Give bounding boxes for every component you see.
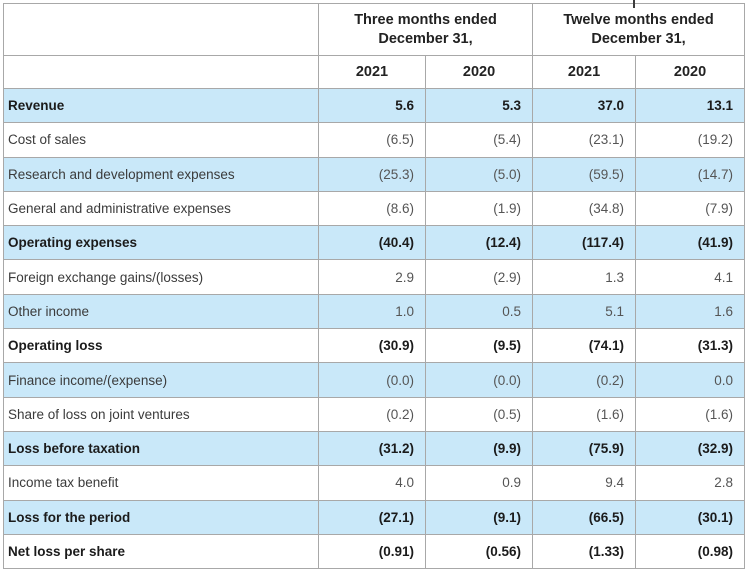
cell-value: (5.4) xyxy=(424,122,534,158)
cell-value: (1.6) xyxy=(532,396,637,432)
cell-value: (9.9) xyxy=(424,430,534,467)
cell-value: 2.8 xyxy=(635,465,746,501)
row-label: Loss for the period xyxy=(3,499,319,535)
table-row: Share of loss on joint ventures (0.2) (0.5… xyxy=(3,396,746,432)
cell-value: 2.9 xyxy=(318,259,426,295)
row-label: Share of loss on joint ventures xyxy=(3,396,319,432)
cell-value: 5.1 xyxy=(532,293,637,330)
cell-value: (1.33) xyxy=(532,533,637,570)
table-row: General and administrative expenses (8.6)… xyxy=(3,190,746,227)
cell-value: 0.5 xyxy=(424,293,534,330)
table-row: Operating expenses (40.4) (12.4) (117.4) (41… xyxy=(3,225,746,261)
cell-value: (30.9) xyxy=(318,328,426,364)
income-statement-table: Three months ended December 31, Twelve m… xyxy=(3,3,746,570)
table-row: Operating loss (30.9) (9.5) (74.1) (31.3) xyxy=(3,328,746,364)
table-row: Research and development expenses (25.3)(… xyxy=(3,156,746,192)
table-row: Revenue 5.6 5.3 37.0 13.1 xyxy=(3,87,746,124)
cell-value: 5.3 xyxy=(424,87,534,124)
cell-value: 13.1 xyxy=(635,87,746,124)
cell-value: 4.1 xyxy=(635,259,746,295)
row-label: Foreign exchange gains/(losses) xyxy=(3,259,319,295)
cell-value: (0.91) xyxy=(318,533,426,570)
cell-value: (9.1) xyxy=(424,499,534,535)
cell-value: (75.9) xyxy=(532,430,637,467)
cell-value: (34.8) xyxy=(532,190,637,227)
cell-value: (0.0) xyxy=(424,362,534,398)
cell-value: (0.0) xyxy=(318,362,426,398)
year-three-months-2020: 2020 xyxy=(424,55,534,89)
cell-value: 37.0 xyxy=(532,87,637,124)
cell-value: (2.9) xyxy=(424,259,534,295)
header-empty-cell xyxy=(3,3,319,56)
row-label: Cost of sales xyxy=(3,122,319,158)
cell-value: 0.9 xyxy=(424,465,534,501)
cell-value: (5.0) xyxy=(424,156,534,192)
row-label: Operating loss xyxy=(3,328,319,364)
cell-value: (8.6) xyxy=(318,190,426,227)
cell-value: (14.7) xyxy=(635,156,746,192)
cell-value: 9.4 xyxy=(532,465,637,501)
cell-value: 1.6 xyxy=(635,293,746,330)
row-label: Operating expenses xyxy=(3,225,319,261)
cell-value: 1.3 xyxy=(532,259,637,295)
cell-value: (1.9) xyxy=(424,190,534,227)
cell-value: (25.3) xyxy=(318,156,426,192)
column-group-three-months: Three months ended December 31, xyxy=(317,3,534,56)
cell-value: (0.5) xyxy=(424,396,534,432)
cell-value: (1.6) xyxy=(635,396,746,432)
cell-value: (0.56) xyxy=(424,533,534,570)
cell-value: (31.2) xyxy=(318,430,426,467)
table-row: Loss before taxation (31.2) (9.9) (75.9) (32… xyxy=(3,430,746,467)
cell-value: (66.5) xyxy=(532,499,637,535)
row-label: Revenue xyxy=(3,87,319,124)
cell-value: (30.1) xyxy=(635,499,746,535)
row-label: Other income xyxy=(3,293,319,330)
cell-value: (74.1) xyxy=(532,328,637,364)
cell-value: (31.3) xyxy=(635,328,746,364)
cell-value: (9.5) xyxy=(424,328,534,364)
cell-value: 4.0 xyxy=(318,465,426,501)
cell-value: (6.5) xyxy=(318,122,426,158)
table-row: Foreign exchange gains/(losses) 2.9 (2.9) 1… xyxy=(3,259,746,295)
row-label: Research and development expenses xyxy=(3,156,319,192)
cell-value: (0.98) xyxy=(635,533,746,570)
year-three-months-2021: 2021 xyxy=(318,55,426,89)
row-label: Net loss per share xyxy=(3,533,319,570)
table-row: Income tax benefit 4.0 0.9 9.4 2.8 xyxy=(3,465,746,501)
table-row: Cost of sales (6.5) (5.4) (23.1) (19.2) xyxy=(3,122,746,158)
row-label: Loss before taxation xyxy=(3,430,319,467)
cell-value: (27.1) xyxy=(318,499,426,535)
column-group-twelve-months: Twelve months ended December 31, xyxy=(532,3,746,56)
cell-value: (59.5) xyxy=(532,156,637,192)
cell-value: 1.0 xyxy=(318,293,426,330)
cell-value: (12.4) xyxy=(424,225,534,261)
cell-value: (0.2) xyxy=(532,362,637,398)
cell-value: (0.2) xyxy=(318,396,426,432)
header-year-row: 2021 2020 2021 2020 xyxy=(3,55,746,89)
cell-value: (23.1) xyxy=(532,122,637,158)
table-row: Other income 1.0 0.5 5.1 1.6 xyxy=(3,293,746,330)
cell-value: (7.9) xyxy=(635,190,746,227)
row-label: General and administrative expenses xyxy=(3,190,319,227)
table-row: Finance income/(expense) (0.0) (0.0) (0.2) 0… xyxy=(3,362,746,398)
header-group-row: Three months ended December 31, Twelve m… xyxy=(3,3,746,56)
table-row: Loss for the period (27.1) (9.1) (66.5) (30.… xyxy=(3,499,746,535)
cell-value: (32.9) xyxy=(635,430,746,467)
cell-value: (41.9) xyxy=(635,225,746,261)
cell-value: 5.6 xyxy=(318,87,426,124)
year-twelve-months-2020: 2020 xyxy=(635,55,746,89)
cell-value: (19.2) xyxy=(635,122,746,158)
table-row: Net loss per share (0.91) (0.56) (1.33) (0.9… xyxy=(3,533,746,570)
year-twelve-months-2021: 2021 xyxy=(532,55,637,89)
cell-value: (40.4) xyxy=(318,225,426,261)
row-label: Finance income/(expense) xyxy=(3,362,319,398)
row-label: Income tax benefit xyxy=(3,465,319,501)
header-empty-cell xyxy=(3,55,319,89)
divider-tick xyxy=(633,0,635,8)
cell-value: 0.0 xyxy=(635,362,746,398)
cell-value: (117.4) xyxy=(532,225,637,261)
